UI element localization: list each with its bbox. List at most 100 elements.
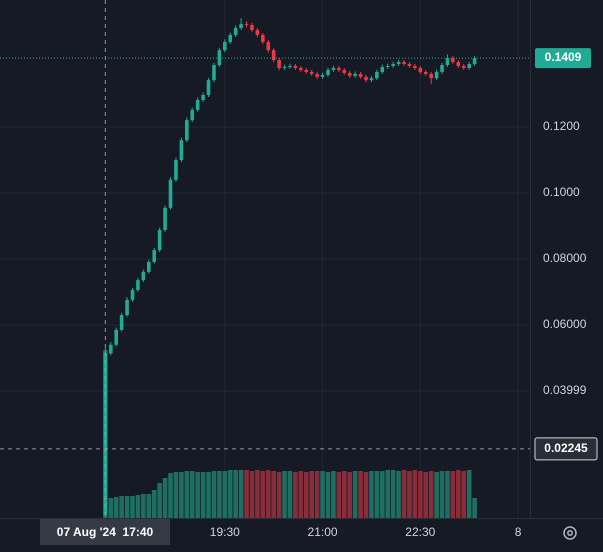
volume-bar [282, 471, 287, 518]
volume-bar [298, 471, 304, 518]
settings-hub [567, 530, 573, 536]
volume-bar [151, 490, 157, 518]
volume-bar [168, 473, 173, 518]
candle-body [141, 271, 146, 281]
candle-body [125, 299, 129, 316]
candle-body [228, 34, 233, 42]
candle-body [119, 315, 124, 330]
volume-bar [325, 472, 331, 518]
volume-bar [428, 471, 434, 518]
volume-bar [341, 471, 347, 518]
candle-body [271, 50, 276, 61]
candle-body [152, 250, 157, 262]
candle-body [277, 60, 281, 68]
candle-body [288, 65, 292, 67]
volume-bar [461, 471, 467, 518]
volume-bar [423, 472, 429, 518]
volume-bar [211, 471, 217, 518]
candle-body [239, 24, 243, 29]
volume-bar [222, 471, 228, 518]
candle-body [380, 66, 385, 72]
volume-bar [434, 472, 439, 518]
volume-bar [336, 472, 342, 518]
volume-bar [130, 496, 135, 518]
volume-bar [124, 496, 130, 518]
y-tick-label: 0.03999 [543, 383, 587, 397]
volume-bar [369, 471, 374, 518]
volume-bar [189, 471, 195, 518]
volume-bar [233, 470, 238, 518]
candle-body [114, 329, 119, 345]
candle-body [309, 71, 314, 74]
candle-body [364, 76, 368, 81]
last-price-badge [535, 48, 591, 69]
volume-bar [135, 495, 141, 518]
volume-bar [407, 471, 412, 518]
volume-bar [260, 471, 266, 518]
candle-body [429, 73, 433, 79]
candle-body [440, 64, 444, 72]
candle-body [195, 99, 200, 110]
candle-body [434, 71, 439, 79]
candle-body [451, 58, 455, 63]
volume-bar [217, 471, 222, 518]
candle-body [337, 67, 341, 70]
volume-bar [146, 494, 152, 518]
volume-bar [287, 471, 293, 518]
volume-bar [466, 470, 472, 518]
settings-icon[interactable] [563, 526, 577, 540]
candle-body [331, 67, 336, 70]
volume-bar [309, 471, 315, 518]
volume-bar [195, 472, 200, 518]
candle-body [407, 64, 412, 66]
x-tick-label: 22:30 [405, 525, 435, 539]
volume-bar [157, 483, 162, 518]
candle-body [456, 62, 461, 66]
settings-ring [563, 526, 577, 540]
crosshair-price-label: 0.02245 [544, 441, 588, 455]
candle-body [472, 58, 477, 65]
x-tick-label: 8 [515, 525, 522, 539]
candle-body [353, 73, 357, 76]
candle-body [244, 24, 249, 26]
volume-bar [184, 471, 190, 518]
candle-body [418, 67, 423, 72]
candle-body [146, 261, 151, 272]
volume-bar [173, 472, 179, 518]
candle-body [282, 66, 287, 68]
x-tick-label: 21:00 [308, 525, 338, 539]
volume-bar [445, 471, 450, 518]
y-tick-label: 0.1000 [543, 185, 580, 199]
volume-bar [271, 471, 276, 518]
volume-bar [113, 497, 119, 518]
candle-body [342, 69, 347, 73]
y-tick-label: 0.1200 [543, 119, 580, 133]
x-tick-label: 19:30 [210, 525, 240, 539]
volume-bar [141, 494, 146, 518]
candle-body [391, 64, 395, 66]
volume-bar [439, 471, 445, 518]
last-price-label: 0.1409 [545, 50, 582, 64]
candle-body [190, 109, 195, 121]
candle-body [293, 65, 298, 68]
volume-bar [162, 478, 168, 518]
candle-body [201, 95, 205, 100]
volume-bar [303, 472, 309, 518]
candle-body [304, 69, 309, 72]
candle-body [136, 280, 140, 291]
candle-body [347, 72, 352, 76]
volume-bar [401, 470, 407, 518]
candle-body [163, 207, 167, 230]
volume-bar [374, 471, 380, 518]
candle-body [375, 71, 379, 79]
volume-bar [255, 470, 260, 518]
volume-bar [244, 470, 249, 518]
volume-bar [418, 471, 423, 518]
candle-body [255, 30, 260, 35]
candle-body [467, 64, 471, 68]
volume-bar [379, 471, 385, 518]
volume-bar [108, 498, 114, 518]
